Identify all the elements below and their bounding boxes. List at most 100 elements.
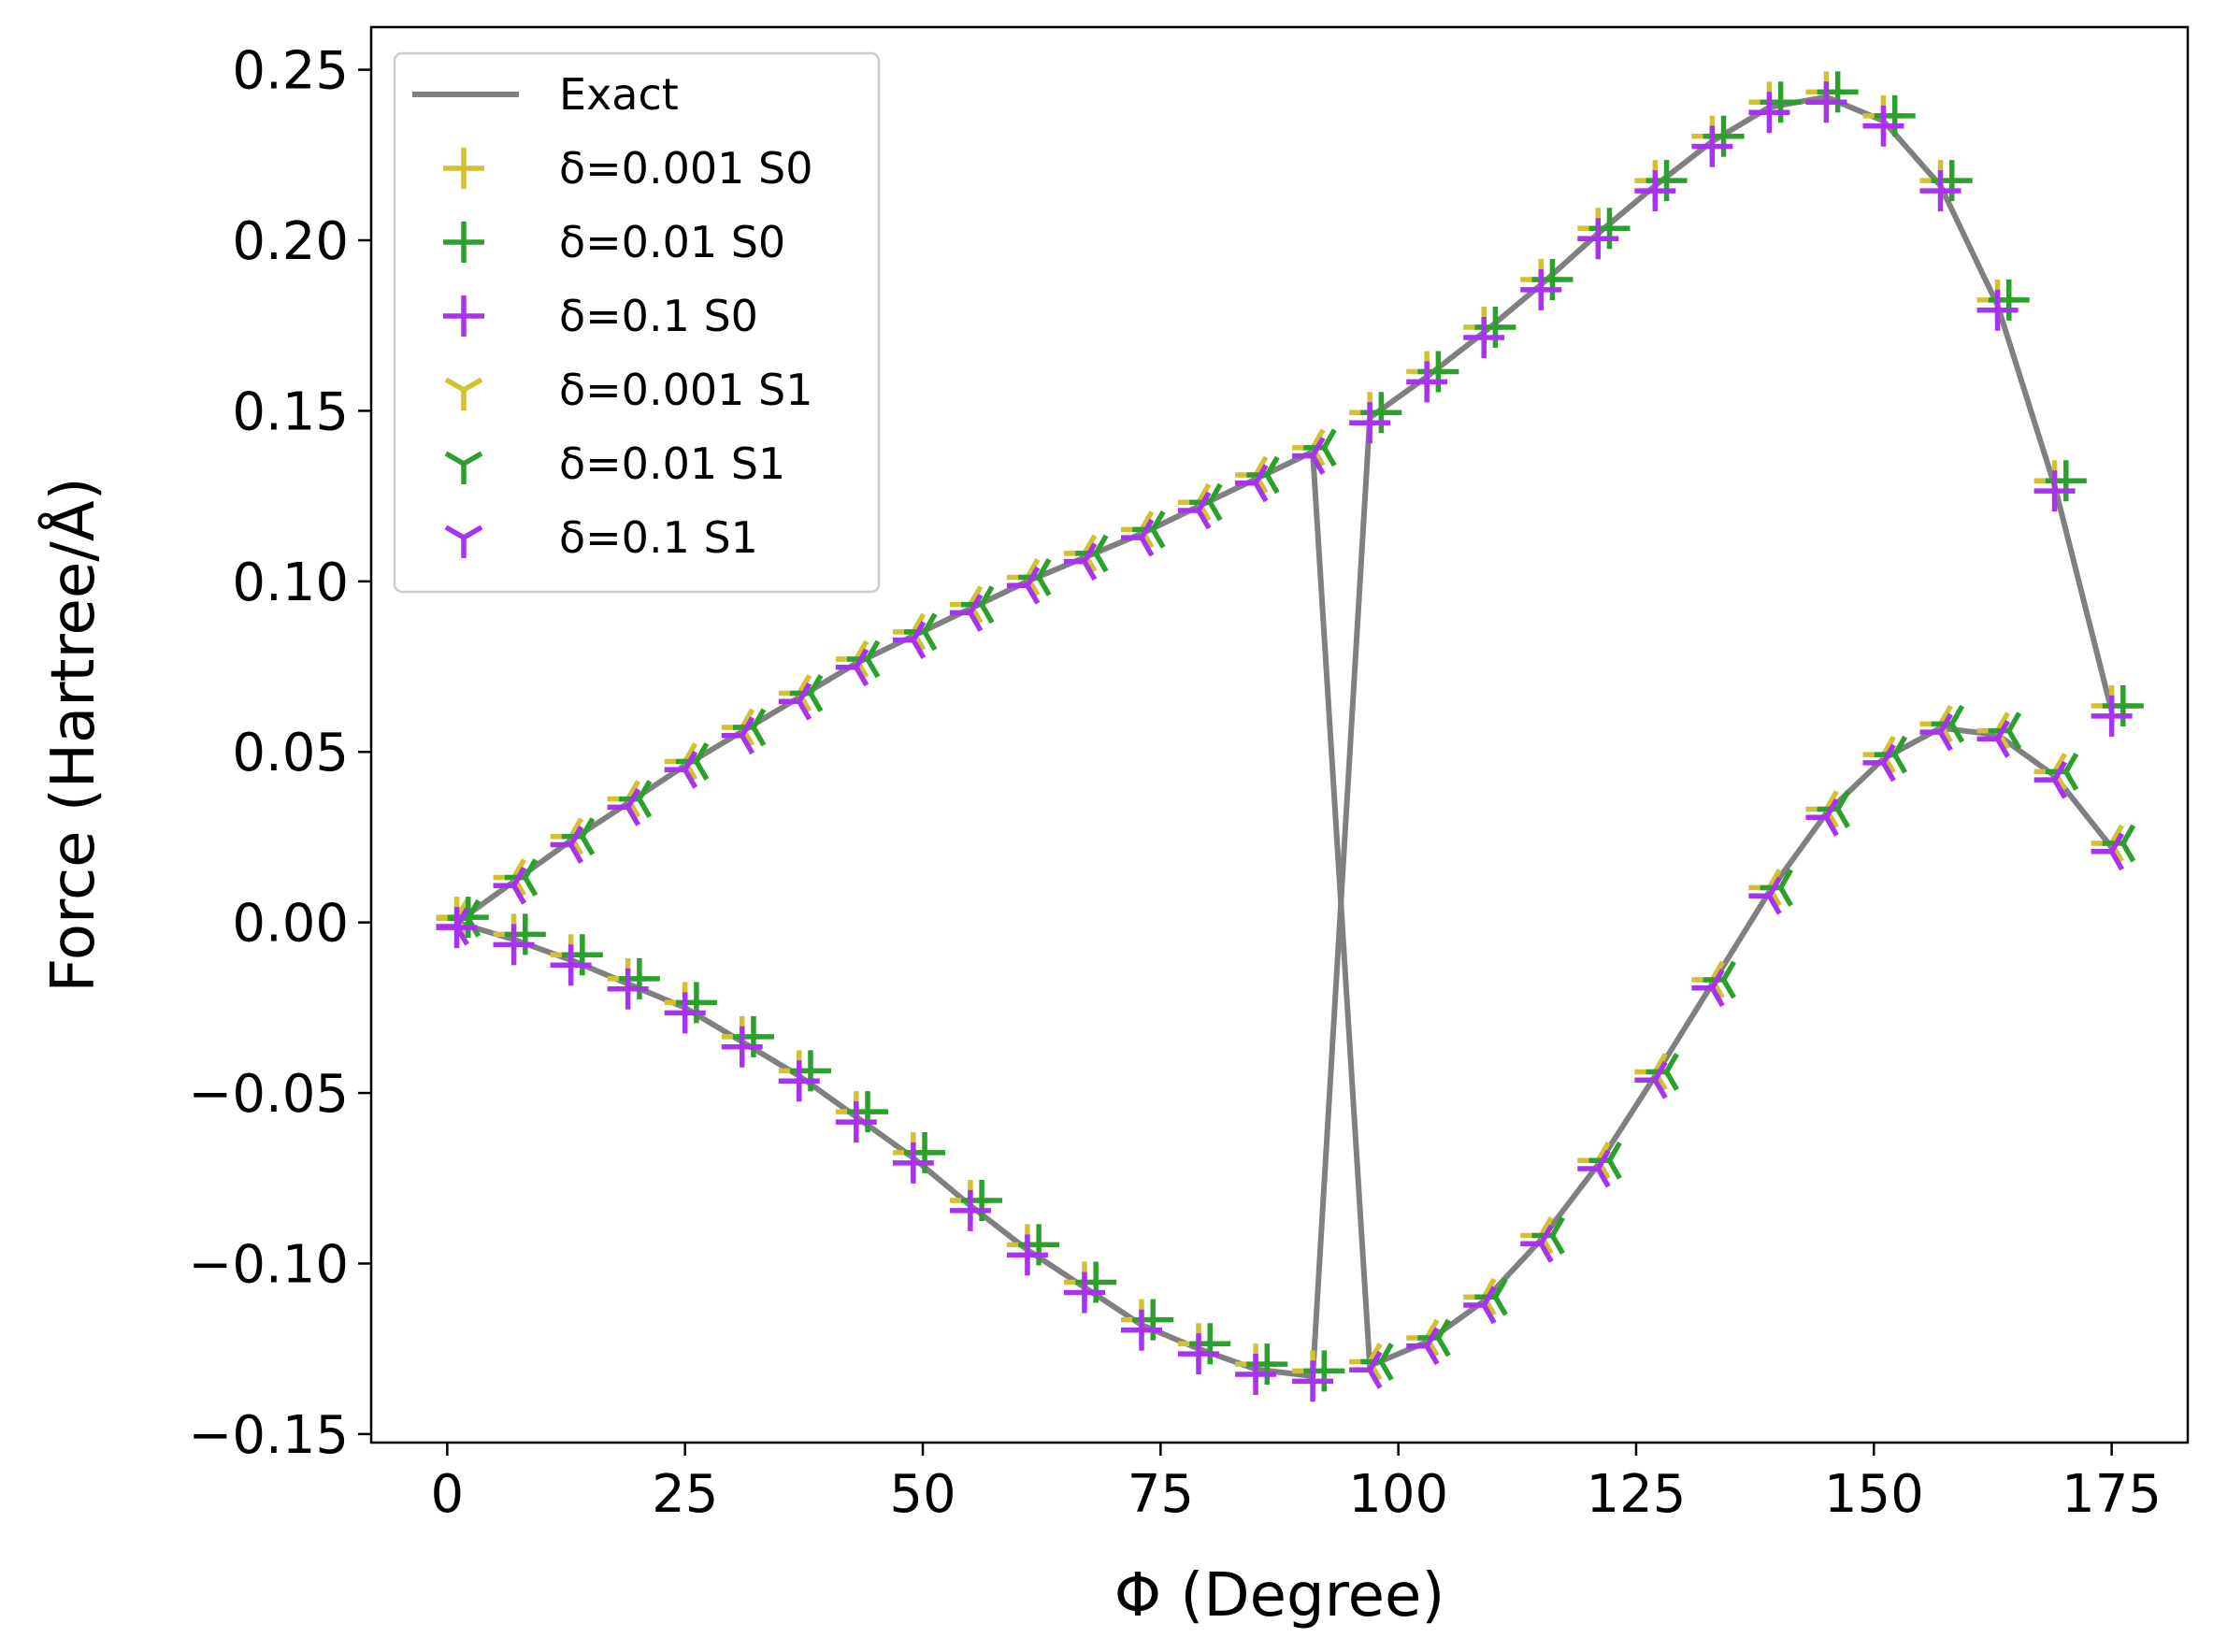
marker-s0-d0.1 xyxy=(1919,170,1962,212)
marker-s1-d0.01 xyxy=(2102,824,2136,863)
legend: Exact δ=0.001 S0 δ=0.01 S0 δ=0.1 S0 δ=0.001 … xyxy=(393,51,881,594)
marker-s0-d0.1 xyxy=(892,1142,934,1184)
marker-s0-d0.1 xyxy=(835,1101,877,1143)
marker-s1-d0.1 xyxy=(1577,1149,1611,1188)
marker-s1-d0.1 xyxy=(2091,832,2124,871)
marker-s1-d0.01 xyxy=(1931,704,1965,743)
x-axis-label: Φ (Degree) xyxy=(1114,1561,1445,1630)
marker-s0-d0.01 xyxy=(675,982,717,1024)
marker-s1-d0.01 xyxy=(1246,455,1280,495)
marker-s1-d0.1 xyxy=(1120,518,1155,557)
marker-s1-d0.01 xyxy=(1360,1343,1394,1381)
plot-frame xyxy=(369,25,2190,1444)
legend-box xyxy=(393,51,881,594)
marker-s0-d0.01 xyxy=(1760,81,1802,123)
legend-swatch-tri xyxy=(444,524,483,558)
marker-s1-d0.1 xyxy=(835,648,869,687)
marker-s1-d0.1 xyxy=(2033,760,2067,799)
marker-s1-d0.01 xyxy=(1018,558,1052,596)
x-tick-label: 0 xyxy=(431,1464,465,1525)
legend-swatch-plus xyxy=(443,148,484,189)
marker-s0-d0.1 xyxy=(1691,125,1733,167)
data-markers xyxy=(436,71,2144,1402)
marker-s1-d0.01 xyxy=(1531,1216,1565,1255)
marker-s1-d0.01 xyxy=(732,708,767,747)
marker-s1-d0.1 xyxy=(1976,719,2010,758)
marker-s1-d0.01 xyxy=(1874,735,1908,774)
marker-s1-d0.1 xyxy=(1063,542,1098,582)
marker-s0-d0.1 xyxy=(1292,1360,1334,1402)
marker-s0-d0.1 xyxy=(2091,695,2133,737)
legend-label: δ=0.1 S1 xyxy=(559,512,758,563)
marker-s0-d0.01 xyxy=(1018,1224,1060,1266)
marker-s0-d0.1 xyxy=(1805,81,1847,123)
y-tick-label: −0.10 xyxy=(188,1234,349,1295)
x-tick-label: 50 xyxy=(889,1464,956,1525)
marker-s1-d0.01 xyxy=(1645,1053,1679,1091)
marker-s0-d0.01 xyxy=(1246,1343,1288,1386)
marker-s0-d0.1 xyxy=(721,1026,763,1068)
marker-s0-d0.1 xyxy=(607,968,649,1010)
y-tick-label: 0.15 xyxy=(232,381,349,442)
marker-s0-d0.01 xyxy=(1874,94,1916,136)
marker-s0-d0.01 xyxy=(789,1050,831,1092)
marker-s0-d0.01 xyxy=(1075,1261,1117,1303)
marker-s0-d0.1 xyxy=(1178,1333,1220,1375)
y-tick-label: 0.25 xyxy=(232,41,349,102)
y-axis-label: Force (Hartree/Å) xyxy=(37,477,108,992)
legend-label: Exact xyxy=(559,69,679,120)
marker-s0-d0.01 xyxy=(1988,279,2030,321)
marker-s1-d0.01 xyxy=(1988,711,2022,751)
x-tick-label: 175 xyxy=(2062,1464,2162,1525)
marker-s1-d0.01 xyxy=(1474,1277,1508,1316)
x-tick-label: 125 xyxy=(1587,1464,1687,1525)
y-tick-label: −0.15 xyxy=(188,1405,349,1466)
marker-s0-d0.1 xyxy=(664,992,706,1034)
legend-label: δ=0.1 S0 xyxy=(559,291,758,341)
marker-s0-d0.1 xyxy=(1406,361,1448,403)
marker-s1-d0.01 xyxy=(1303,428,1337,467)
legend-label: δ=0.01 S0 xyxy=(559,217,785,267)
marker-s0-d0.1 xyxy=(1862,105,1904,147)
x-tick-label: 25 xyxy=(652,1464,718,1525)
legend-label: δ=0.001 S1 xyxy=(559,365,812,415)
marker-s0-d0.01 xyxy=(2045,460,2087,502)
marker-s0-d0.1 xyxy=(1235,1354,1277,1396)
marker-s1-d0.1 xyxy=(607,787,641,826)
marker-s0-d0.1 xyxy=(1976,289,2019,331)
marker-s0-d0.01 xyxy=(1931,160,1973,202)
marker-s1-d0.01 xyxy=(2045,752,2079,791)
marker-s0-d0.1 xyxy=(493,924,535,966)
x-tick-label: 150 xyxy=(1824,1464,1924,1525)
marker-s1-d0.01 xyxy=(675,742,710,781)
marker-s0-d0.1 xyxy=(778,1060,820,1102)
marker-s0-d0.01 xyxy=(961,1179,1003,1221)
marker-s1-d0.1 xyxy=(1805,797,1839,837)
marker-s1-d0.01 xyxy=(561,817,596,856)
marker-s0-d0.01 xyxy=(847,1091,889,1133)
marker-s1-d0.1 xyxy=(778,682,812,721)
marker-s0-d0.1 xyxy=(1748,92,1790,134)
marker-s1-d0.1 xyxy=(1463,1286,1497,1325)
legend-swatch-tri xyxy=(444,377,483,410)
marker-s1-d0.1 xyxy=(721,716,755,755)
marker-s1-d0.1 xyxy=(1178,491,1212,530)
marker-s1-d0.01 xyxy=(961,585,995,625)
marker-s1-d0.01 xyxy=(1189,482,1223,522)
y-tick-label: 0.10 xyxy=(232,553,349,613)
marker-s0-d0.1 xyxy=(1120,1309,1162,1351)
marker-s1-d0.01 xyxy=(504,858,539,897)
marker-s0-d0.01 xyxy=(1303,1350,1345,1392)
x-axis-ticks: 0 25 50 75 100 125 150 175 xyxy=(431,1443,2162,1525)
marker-s1-d0.1 xyxy=(550,826,584,864)
marker-s1-d0.1 xyxy=(1292,437,1326,476)
legend-swatch-plus xyxy=(443,295,484,337)
marker-s1-d0.1 xyxy=(493,866,526,905)
marker-s1-d0.1 xyxy=(1691,969,1725,1008)
marker-s1-d0.1 xyxy=(1006,566,1041,605)
marker-s1-d0.01 xyxy=(789,674,824,712)
legend-swatch-tri xyxy=(444,451,483,484)
marker-s1-d0.1 xyxy=(1919,712,1953,752)
marker-s0-d0.1 xyxy=(1063,1271,1105,1314)
